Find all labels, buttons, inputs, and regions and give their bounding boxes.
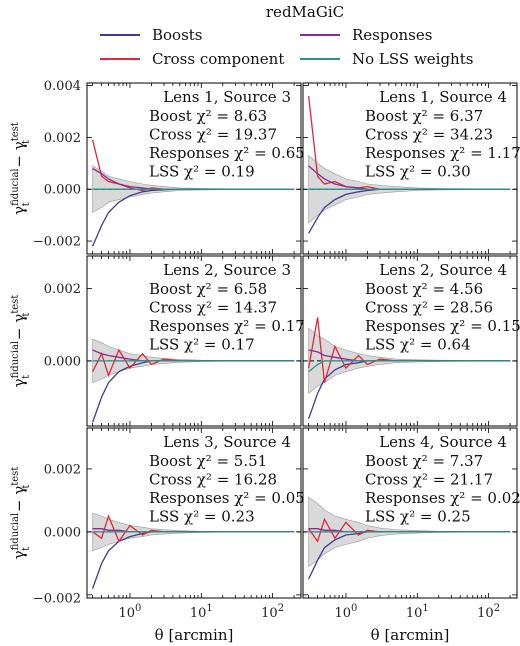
legend-label: Boosts (152, 26, 203, 44)
y-tick-label: 0.000 (44, 354, 81, 369)
chi2-annotation: LSS χ² = 0.64 (365, 336, 471, 354)
chi2-annotation: Boost χ² = 4.56 (365, 280, 483, 298)
chi2-annotation: Cross χ² = 34.23 (365, 126, 493, 144)
chi2-annotation: Cross χ² = 19.37 (149, 126, 277, 144)
chi2-annotation: LSS χ² = 0.17 (149, 336, 255, 354)
panel-title: Lens 4, Source 4 (379, 433, 507, 451)
y-tick-label: 0.000 (44, 525, 81, 540)
legend-title: redMaGiC (266, 3, 344, 21)
y-tick-label: −0.002 (33, 592, 81, 607)
legend-label: Responses (352, 26, 432, 44)
chi2-annotation: Boost χ² = 8.63 (149, 107, 267, 125)
series-line (91, 360, 295, 423)
y-tick-label: 0.000 (44, 183, 81, 198)
x-axis-label: θ [arcmin] (155, 626, 234, 644)
legend-label: No LSS weights (352, 50, 473, 68)
y-tick-label: −0.002 (33, 235, 81, 250)
y-axis-label: γfiducialt − γtestt (10, 122, 32, 215)
panel-title: Lens 2, Source 4 (379, 261, 507, 279)
chi2-annotation: Boost χ² = 7.37 (365, 452, 483, 470)
x-tick-label: 101 (190, 603, 213, 621)
chi2-annotation: Cross χ² = 28.56 (365, 299, 493, 317)
x-tick-label: 102 (261, 603, 284, 621)
chi2-annotation: LSS χ² = 0.25 (365, 508, 471, 526)
chi2-annotation: Boost χ² = 5.51 (149, 452, 267, 470)
x-axis-label: θ [arcmin] (371, 626, 450, 644)
panel-title: Lens 2, Source 3 (163, 261, 291, 279)
legend: redMaGiC Boosts Responses Cross component N… (100, 3, 473, 68)
panel-title: Lens 3, Source 4 (163, 433, 291, 451)
chi2-annotation: LSS χ² = 0.19 (149, 163, 255, 181)
y-tick-label: 0.002 (44, 131, 81, 146)
y-axis-label: γfiducialt − γtestt (10, 295, 32, 388)
chi2-annotation: Cross χ² = 16.28 (149, 471, 277, 489)
chi2-annotation: LSS χ² = 0.30 (365, 163, 471, 181)
chi2-annotation: Boost χ² = 6.58 (149, 280, 267, 298)
chi2-annotation: Responses χ² = 0.17 (149, 317, 305, 335)
y-tick-label: 0.002 (44, 282, 81, 297)
panel-title: Lens 1, Source 4 (379, 88, 507, 106)
x-tick-label: 100 (118, 603, 141, 621)
chi2-annotation: Cross χ² = 21.17 (365, 471, 493, 489)
chi2-annotation: Responses χ² = 0.02 (365, 489, 520, 507)
chi2-annotation: Boost χ² = 6.37 (365, 107, 483, 125)
chi2-annotation: LSS χ² = 0.23 (149, 508, 255, 526)
legend-label: Cross component (152, 50, 284, 68)
y-tick-label: 0.004 (44, 79, 81, 94)
chi2-annotation: Responses χ² = 0.15 (365, 317, 520, 335)
chi2-annotation: Cross χ² = 14.37 (149, 299, 277, 317)
y-axis-label: γfiducialt − γtestt (10, 467, 32, 560)
series-line (308, 360, 511, 373)
chi2-annotation: Responses χ² = 0.05 (149, 489, 305, 507)
panel-title: Lens 1, Source 3 (163, 88, 291, 106)
y-axis-labels: 0.004 0.002 0.000 −0.002 γfiducialt − γtestt… (10, 79, 81, 606)
chi2-annotation: Responses χ² = 1.17 (365, 144, 520, 162)
x-axis-labels: 100 101 102 θ [arcmin] 100 101 102 θ [arcmin] (118, 603, 500, 644)
x-tick-label: 102 (477, 603, 500, 621)
x-tick-label: 101 (406, 603, 429, 621)
y-tick-label: 0.002 (44, 462, 81, 477)
x-tick-label: 100 (334, 603, 357, 621)
chi2-annotation: Responses χ² = 0.65 (149, 144, 305, 162)
